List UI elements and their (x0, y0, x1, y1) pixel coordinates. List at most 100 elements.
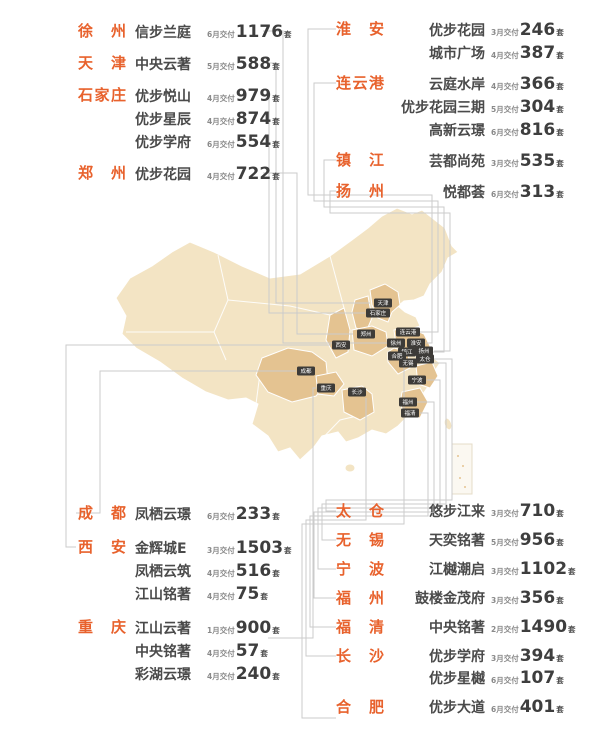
delivery-unit-label: 套 (272, 672, 280, 681)
city-label: 扬州 (336, 182, 384, 200)
city-group: 宁波 江樾潮启 3月交付1102套 (336, 558, 576, 580)
delivery-month-label: 1月交付 (207, 626, 235, 635)
city-marker-label: 镇江 (401, 348, 413, 356)
city-marker-label: 合肥 (391, 352, 403, 360)
delivery-month-label: 6月交付 (491, 676, 519, 685)
city-marker-label: 宁波 (411, 376, 423, 384)
delivery-meta: 3月交付710套 (491, 501, 564, 521)
city-group: 天津 中央云著 5月交付588套 (78, 52, 292, 75)
city-marker: 福清 (401, 408, 419, 418)
delivery-count: 1102 (519, 559, 568, 579)
delivery-month-label: 4月交付 (207, 94, 235, 103)
city-marker: 宁波 (408, 375, 426, 385)
city-marker-label: 太仓 (419, 355, 431, 363)
delivery-count: 246 (519, 20, 556, 40)
delivery-unit-label: 套 (272, 569, 280, 578)
delivery-month-label: 6月交付 (207, 30, 235, 39)
delivery-count: 535 (519, 151, 556, 171)
delivery-meta: 6月交付313套 (491, 182, 564, 202)
delivery-unit-label: 套 (556, 705, 564, 714)
project-name: 优步星樾 (429, 671, 485, 687)
city-label: 石家庄 (78, 86, 126, 104)
connector-line (263, 62, 370, 304)
delivery-unit-label: 套 (272, 626, 280, 635)
delivery-count: 1503 (235, 538, 284, 558)
project-name: 高新云璟 (429, 123, 485, 139)
delivery-unit-label: 套 (556, 105, 564, 114)
project-name: 江山云著 (135, 621, 191, 637)
delivery-meta: 5月交付956套 (491, 530, 564, 550)
delivery-unit-label: 套 (272, 172, 280, 181)
delivery-month-label: 2月交付 (491, 625, 519, 634)
delivery-count: 874 (235, 109, 272, 129)
connector-line (65, 344, 331, 548)
delivery-meta: 3月交付394套 (491, 646, 564, 666)
delivery-meta: 6月交付816套 (491, 120, 564, 140)
delivery-unit-label: 套 (272, 94, 280, 103)
project-row: 优步星樾 6月交付107套 (384, 667, 564, 689)
delivery-count: 356 (519, 588, 556, 608)
project-name: 中央铭著 (135, 644, 191, 660)
city-group: 合肥 优步大道 6月交付401套 (336, 696, 576, 718)
project-row: 金辉城E 3月交付1503套 (126, 536, 292, 559)
project-name: 江樾潮启 (429, 562, 485, 578)
city-label: 连云港 (336, 74, 384, 92)
delivery-meta: 5月交付588套 (207, 54, 280, 74)
city-label: 镇江 (336, 151, 384, 169)
project-name: 金辉城E (135, 541, 187, 557)
city-marker-label: 无锡 (402, 359, 414, 367)
delivery-meta: 6月交付401套 (491, 697, 564, 717)
delivery-list-top-left: 徐州 信步兰庭 6月交付1176套 天津 中央云著 5月交付588套 石家庄 优步悦山 4月交付… (78, 20, 292, 194)
project-name: 优步星辰 (135, 112, 191, 128)
connector-line (329, 190, 451, 352)
project-row: 优步花园 4月交付722套 (126, 162, 280, 185)
city-label: 福州 (336, 589, 384, 607)
delivery-meta: 3月交付356套 (491, 588, 564, 608)
project-row: 城市广场 4月交付387套 (384, 41, 564, 64)
city-label: 徐州 (78, 22, 126, 40)
delivery-meta: 1月交付900套 (207, 618, 280, 638)
delivery-list-bottom-right: 太仓 悠步江来 3月交付710套 无锡 天奕铭著 5月交付956套 宁波 江樾潮启 3月交付11… (336, 500, 576, 725)
delivery-month-label: 6月交付 (207, 140, 235, 149)
project-row: 优步花园三期 5月交付304套 (384, 95, 564, 118)
connector-line (305, 398, 367, 657)
delivery-month-label: 5月交付 (491, 538, 519, 547)
city-marker: 福州 (399, 397, 417, 407)
delivery-count: 554 (235, 132, 272, 152)
connector-line (313, 82, 439, 333)
city-label: 郑州 (78, 164, 126, 182)
connector-line (301, 362, 405, 719)
delivery-month-label: 4月交付 (207, 172, 235, 181)
connector-line (321, 362, 447, 541)
city-marker: 淮安 (407, 338, 425, 348)
project-row: 彩湖云璟 4月交付240套 (126, 662, 280, 685)
project-name: 云庭水岸 (429, 77, 485, 93)
delivery-month-label: 3月交付 (491, 509, 519, 518)
delivery-meta: 4月交付57套 (207, 641, 268, 661)
city-group: 福州 鼓楼金茂府 3月交付356套 (336, 587, 576, 609)
delivery-unit-label: 套 (556, 190, 564, 199)
city-label: 天津 (78, 54, 126, 72)
city-marker-label: 天津 (377, 300, 389, 307)
delivery-unit-label: 套 (556, 159, 564, 168)
delivery-meta: 6月交付233套 (207, 504, 280, 524)
city-marker: 太仓 (416, 354, 434, 364)
delivery-month-label: 3月交付 (491, 596, 519, 605)
delivery-count: 401 (519, 697, 556, 717)
delivery-unit-label: 套 (568, 567, 576, 576)
delivery-unit-label: 套 (556, 654, 564, 663)
city-label: 成都 (78, 504, 126, 522)
delivery-month-label: 4月交付 (207, 649, 235, 658)
connector-line (263, 94, 365, 314)
delivery-unit-label: 套 (272, 62, 280, 71)
delivery-meta: 4月交付722套 (207, 164, 280, 184)
delivery-unit-label: 套 (556, 82, 564, 91)
city-group: 镇江 芸都尚苑 3月交付535套 (336, 149, 564, 172)
delivery-count: 979 (235, 86, 272, 106)
city-marker-label: 徐州 (390, 339, 401, 347)
city-label: 淮安 (336, 20, 384, 38)
delivery-unit-label: 套 (272, 140, 280, 149)
delivery-month-label: 5月交付 (207, 62, 235, 71)
city-marker: 徐州 (387, 338, 405, 348)
city-group: 徐州 信步兰庭 6月交付1176套 (78, 20, 292, 43)
